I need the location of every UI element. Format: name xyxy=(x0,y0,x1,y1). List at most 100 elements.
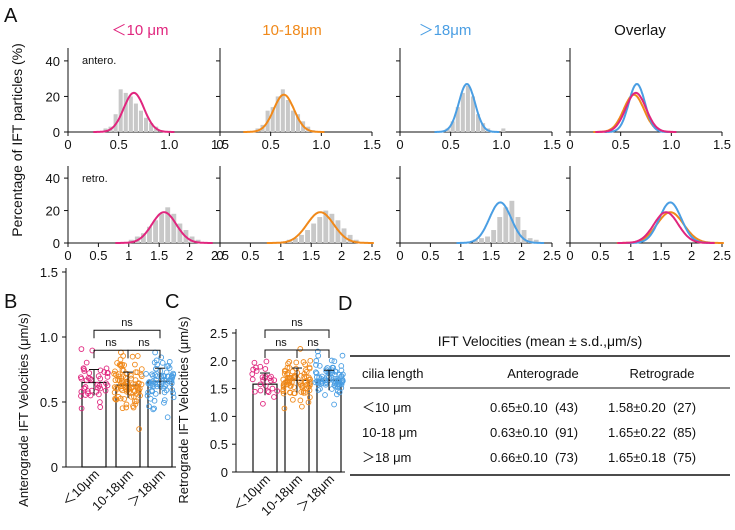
panel-b-letter: B xyxy=(4,291,17,313)
gaussian-fit-curve xyxy=(434,82,500,133)
data-point xyxy=(164,414,171,421)
histogram-bar xyxy=(521,230,527,243)
data-point xyxy=(152,390,159,397)
panel-a-y-axis-label: Percentage of IFT particles (%) xyxy=(9,43,25,236)
data-point xyxy=(262,366,269,372)
x-tick-label: 0.5 xyxy=(241,248,259,263)
histogram-bar xyxy=(470,96,475,132)
histogram-bar xyxy=(455,107,460,132)
data-point xyxy=(132,401,139,407)
y-tick-label: 1.5 xyxy=(40,265,58,280)
data-point xyxy=(307,381,313,387)
data-point xyxy=(307,357,314,364)
y-tick-label: 1.0 xyxy=(40,330,58,345)
histogram-panel: 0 0.5 1 1.5 2 2.5 xyxy=(566,166,731,263)
data-point xyxy=(315,352,322,359)
y-tick-label: 1.5 xyxy=(210,382,228,397)
data-point xyxy=(97,367,104,374)
table-cell: 10-18 μm xyxy=(362,425,417,440)
data-point xyxy=(138,373,145,380)
histogram-bar xyxy=(292,238,298,243)
significance-bracket xyxy=(296,349,330,359)
data-point xyxy=(102,387,109,394)
data-point xyxy=(81,368,88,374)
mean-bar xyxy=(252,383,278,473)
x-tick-label: 0 xyxy=(64,248,71,263)
x-tick-label: 1.5 xyxy=(652,248,670,263)
significance-label: ns xyxy=(275,337,287,349)
data-point xyxy=(163,387,170,394)
data-point xyxy=(80,365,87,372)
data-point xyxy=(169,374,176,381)
data-point xyxy=(114,386,121,392)
histogram-panel: 0 0.5 1 1.5 2 2.5 xyxy=(396,166,561,263)
x-tick-label: 2.5 xyxy=(543,248,561,263)
x-tick-label: 0.5 xyxy=(89,248,107,263)
histogram-bar xyxy=(133,103,138,132)
gaussian-fit-curve xyxy=(243,93,325,133)
x-tick-label: 0.5 xyxy=(612,137,630,152)
x-tick-label: 0.5 xyxy=(110,137,128,152)
data-point xyxy=(97,375,104,382)
table-cell: 1.58±0.20 (27) xyxy=(608,400,696,415)
histogram-bar xyxy=(501,128,506,132)
overlay-fit-curve xyxy=(595,91,677,133)
data-point xyxy=(117,361,124,368)
table-row: ＜10 μm 0.65±0.10 (43) 1.58±0.20 (27) xyxy=(362,400,696,415)
y-tick-label: 20 xyxy=(46,89,60,104)
data-point xyxy=(111,389,118,396)
x-tick-label: 1 xyxy=(125,248,132,263)
data-point xyxy=(268,373,274,380)
data-point xyxy=(257,363,264,370)
x-tick-label: 0 xyxy=(396,248,403,263)
data-point xyxy=(161,373,168,380)
data-point xyxy=(168,380,175,387)
column-title-mid: 10-18μm xyxy=(262,22,322,39)
data-point xyxy=(302,361,308,368)
histogram-bar xyxy=(317,217,323,243)
data-point xyxy=(307,394,313,401)
histogram-bar xyxy=(527,238,533,243)
data-point xyxy=(280,390,287,397)
y-tick-label: 0 xyxy=(221,465,228,480)
data-point xyxy=(138,366,145,372)
data-point xyxy=(305,399,312,406)
y-tick-label: 0 xyxy=(53,236,60,251)
data-point xyxy=(304,385,310,392)
data-point xyxy=(250,366,257,373)
x-tick-label: 0.5 xyxy=(421,248,439,263)
panel-b-y-axis-label: Anterograde IFT Velocities (μm/s) xyxy=(16,313,31,507)
data-point xyxy=(316,362,323,369)
histogram-bar xyxy=(481,123,486,132)
table-header-cilia-length: cilia length xyxy=(362,366,423,381)
data-point xyxy=(150,383,157,390)
x-tick-label: 1.5 xyxy=(302,248,320,263)
x-tick-label: 1.5 xyxy=(482,248,500,263)
x-tick-label: 0.5 xyxy=(262,137,280,152)
column-title-lt10: ＜10 μm xyxy=(112,22,169,39)
histogram-bar xyxy=(285,100,290,132)
x-tick-label: 0 xyxy=(566,248,573,263)
histogram-bar xyxy=(153,220,158,243)
significance-label: ns xyxy=(307,337,319,349)
significance-label: ns xyxy=(105,337,117,349)
data-point xyxy=(315,379,321,386)
column-title-overlay: Overlay xyxy=(614,22,666,39)
histogram-bar xyxy=(159,213,165,243)
table-cell: 0.63±0.10 (91) xyxy=(490,425,578,440)
data-point xyxy=(324,365,331,371)
data-point xyxy=(299,403,305,410)
table-cell: 1.65±0.22 (85) xyxy=(608,425,696,440)
table-row: ＞18 μm 0.66±0.10 (73) 1.65±0.18 (75) xyxy=(362,450,696,465)
data-point xyxy=(168,372,175,379)
data-point xyxy=(331,382,338,389)
data-point xyxy=(313,374,320,380)
data-point xyxy=(303,382,310,388)
data-point xyxy=(123,404,130,411)
data-point xyxy=(290,396,296,403)
x-tick-label: 0.5 xyxy=(591,248,609,263)
histogram-bar xyxy=(305,230,310,243)
data-point xyxy=(280,384,287,390)
panel-d-letter: D xyxy=(338,293,352,315)
